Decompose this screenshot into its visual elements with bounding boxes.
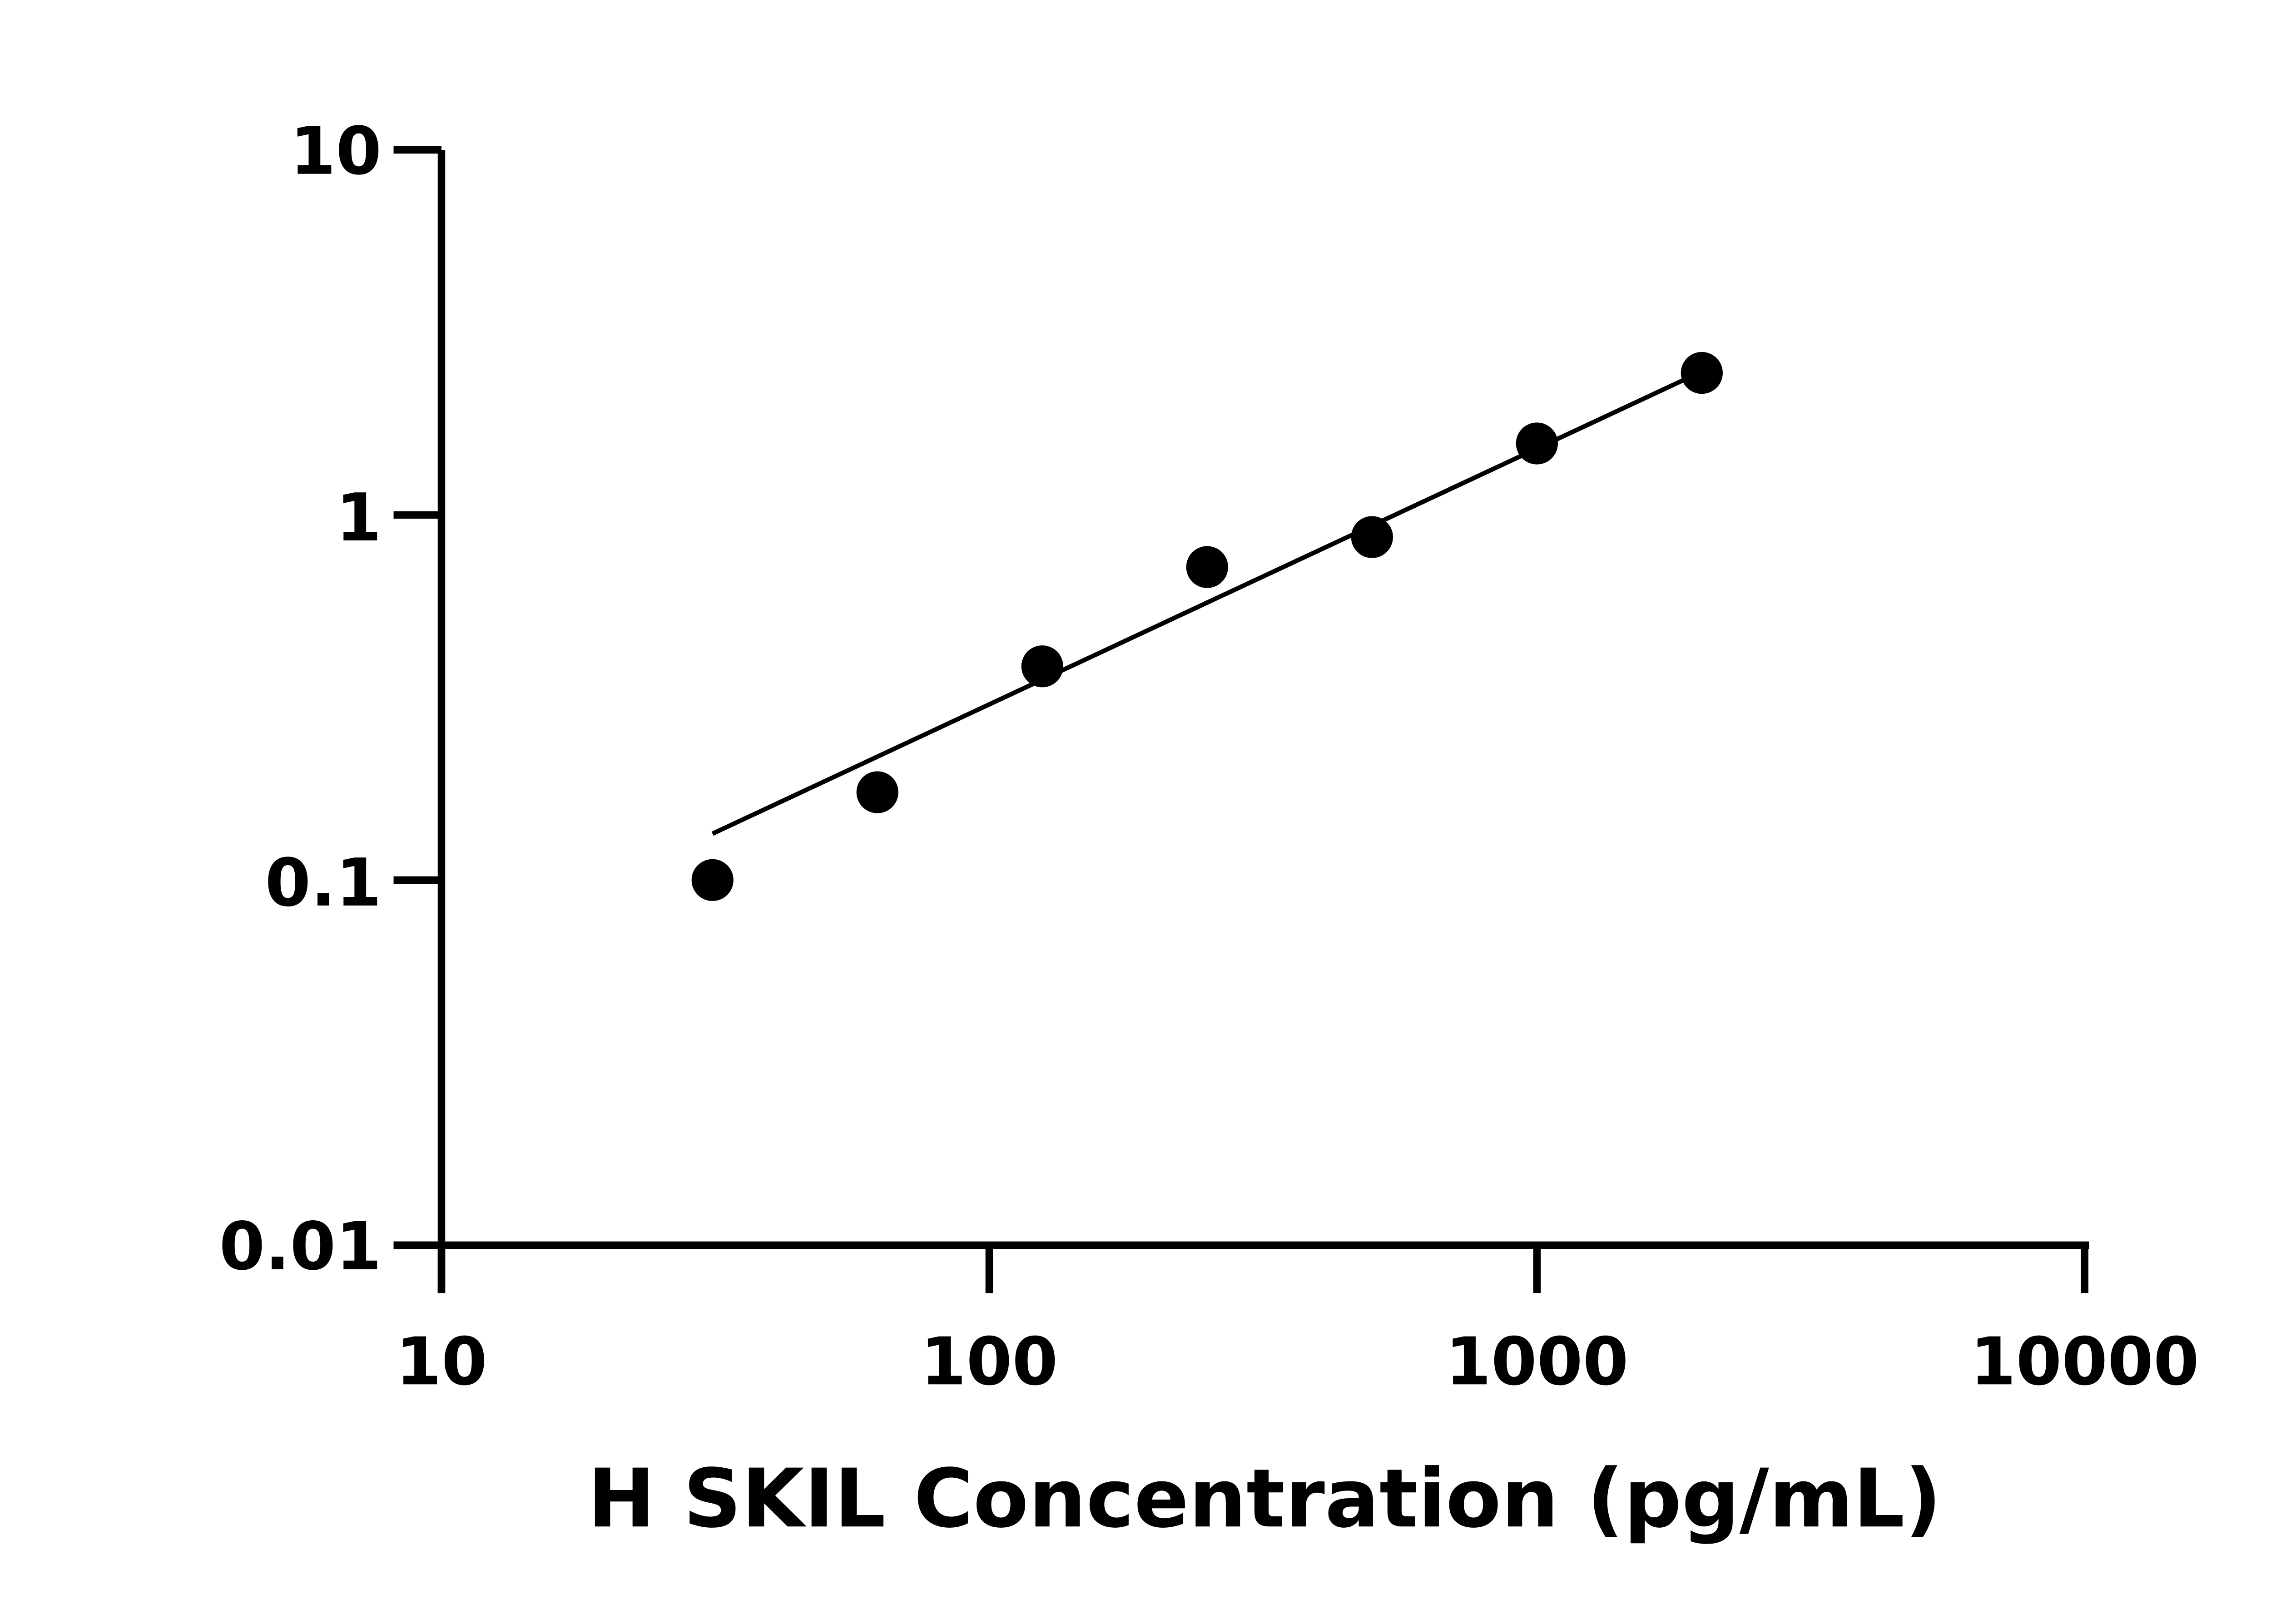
y-tick-label: 1 [336, 480, 382, 556]
x-tick-label: 10000 [1970, 1323, 2199, 1400]
data-point [1021, 645, 1063, 688]
y-tick-label: 0.1 [265, 845, 382, 921]
data-point [1681, 352, 1723, 394]
plot-marks [691, 352, 1723, 901]
data-point [1186, 546, 1228, 588]
data-point [1351, 516, 1393, 558]
y-tick-label: 10 [290, 113, 382, 190]
tick-labels: 10 100 1000 10000 0.01 0.1 1 10 [219, 113, 2199, 1401]
data-point [691, 859, 734, 901]
data-point [1516, 422, 1558, 465]
x-tick-label: 1000 [1445, 1323, 1628, 1400]
x-tick-label: 10 [396, 1323, 487, 1400]
data-point [856, 771, 898, 813]
x-axis-label: H SKIL Concentration (pg/mL) [588, 1451, 1942, 1545]
x-tick-label: 100 [921, 1323, 1058, 1400]
axes [393, 146, 2089, 1293]
y-tick-label: 0.01 [219, 1208, 382, 1285]
